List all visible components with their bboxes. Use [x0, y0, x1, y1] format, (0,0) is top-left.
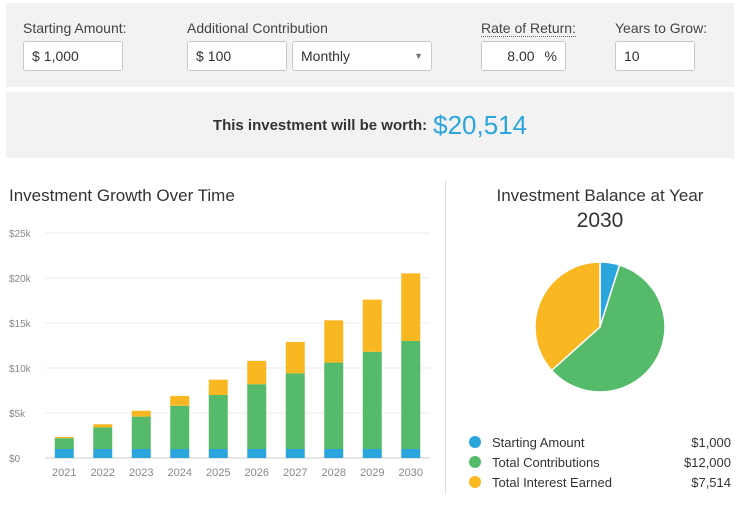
- x-tick-label: 2029: [360, 467, 384, 479]
- bar-segment[interactable]: [131, 416, 151, 449]
- starting-amount-currency: $: [32, 48, 40, 64]
- additional-contribution-label: Additional Contribution: [187, 20, 328, 36]
- bar-segment[interactable]: [93, 449, 113, 458]
- legend-item-total-contributions: Total Contributions $12,000: [469, 452, 731, 472]
- pie-legend: Starting Amount $1,000 Total Contributio…: [469, 432, 731, 492]
- bar-segment[interactable]: [247, 449, 267, 458]
- bar-segment[interactable]: [208, 395, 228, 449]
- bar-segment[interactable]: [362, 351, 382, 449]
- y-tick-label: $0: [9, 454, 21, 465]
- bar-segment[interactable]: [93, 424, 113, 428]
- bar-segment[interactable]: [285, 341, 305, 374]
- pie-chart-year: 2030: [576, 209, 624, 232]
- x-tick-label: 2024: [168, 467, 192, 479]
- bar-segment[interactable]: [170, 395, 190, 406]
- x-tick-label: 2027: [283, 467, 307, 479]
- bar-chart-title: Investment Growth Over Time: [9, 186, 235, 205]
- bar-segment[interactable]: [362, 299, 382, 352]
- bar-segment[interactable]: [362, 449, 382, 458]
- bar-segment[interactable]: [285, 373, 305, 449]
- x-tick-label: 2023: [129, 467, 153, 479]
- legend-value: $1,000: [691, 434, 731, 450]
- bar-segment[interactable]: [170, 405, 190, 449]
- legend-label: Starting Amount: [492, 434, 585, 450]
- bar-chart: $0 $5k $10k $15k $20k $25k 2021 2022 2023 2024 202…: [9, 229, 430, 479]
- bar-segment[interactable]: [324, 362, 344, 449]
- percent-sign: %: [544, 48, 557, 64]
- x-tick-label: 2028: [322, 467, 346, 479]
- legend-dot-icon: [469, 456, 481, 468]
- x-tick-label: 2022: [91, 467, 115, 479]
- bar-segment[interactable]: [208, 449, 228, 458]
- rate-of-return-label[interactable]: Rate of Return:: [481, 20, 576, 37]
- bar-segment[interactable]: [131, 449, 151, 458]
- legend-dot-icon: [469, 476, 481, 488]
- starting-amount-input[interactable]: $ 1,000: [23, 41, 123, 71]
- bar-segment[interactable]: [324, 449, 344, 458]
- bar-segment[interactable]: [93, 427, 113, 449]
- legend-value: $7,514: [691, 474, 731, 490]
- result-label: This investment will be worth:: [212, 116, 428, 134]
- additional-contribution-input[interactable]: $ 100: [187, 41, 287, 71]
- bar-segment[interactable]: [131, 410, 151, 417]
- chevron-down-icon: ▼: [414, 51, 423, 61]
- y-tick-label: $15k: [9, 319, 32, 330]
- result-value: $20,514: [433, 109, 528, 140]
- y-tick-label: $10k: [9, 364, 32, 375]
- y-tick-label: $20k: [9, 274, 32, 285]
- contribution-frequency-value: Monthly: [301, 48, 351, 64]
- years-to-grow-input[interactable]: 10: [615, 41, 695, 71]
- legend-value: $12,000: [684, 454, 731, 470]
- additional-contribution-value: 100: [207, 48, 232, 64]
- x-tick-label: 2021: [52, 467, 76, 479]
- bar-segment[interactable]: [324, 320, 344, 363]
- years-to-grow-label: Years to Grow:: [615, 20, 708, 36]
- section-divider: [445, 181, 446, 494]
- bar-segment[interactable]: [401, 341, 421, 449]
- legend-label: Total Interest Earned: [492, 474, 612, 490]
- rate-of-return-value: 8.00: [507, 48, 535, 64]
- y-tick-label: $5k: [9, 409, 26, 420]
- rate-of-return-input[interactable]: 8.00 %: [481, 41, 566, 71]
- years-to-grow-value: 10: [624, 48, 640, 64]
- pie-chart: [534, 261, 666, 393]
- bar-segment[interactable]: [247, 360, 267, 385]
- bar-segment[interactable]: [208, 379, 228, 395]
- x-tick-label: 2026: [245, 467, 269, 479]
- bar-segment[interactable]: [247, 384, 267, 449]
- result-banner: This investment will be worth: $20,514: [6, 92, 734, 158]
- x-tick-label: 2030: [399, 467, 423, 479]
- legend-label: Total Contributions: [492, 454, 600, 470]
- legend-item-starting-amount: Starting Amount $1,000: [469, 432, 731, 452]
- bar-segment[interactable]: [401, 273, 421, 341]
- starting-amount-value: 1,000: [43, 48, 79, 64]
- bar-segment[interactable]: [170, 449, 190, 458]
- pie-chart-title: Investment Balance at Year: [496, 186, 704, 205]
- bar-segment[interactable]: [54, 449, 74, 458]
- y-tick-label: $25k: [9, 229, 32, 240]
- bar-segment[interactable]: [54, 437, 74, 439]
- bar-segment[interactable]: [401, 449, 421, 458]
- bar-segment[interactable]: [54, 438, 74, 449]
- starting-amount-label: Starting Amount:: [23, 20, 127, 36]
- additional-contribution-currency: $: [196, 48, 204, 64]
- contribution-frequency-select[interactable]: Monthly ▼: [292, 41, 432, 71]
- x-tick-label: 2025: [206, 467, 230, 479]
- pie-slice[interactable]: [534, 261, 601, 372]
- legend-dot-icon: [469, 436, 481, 448]
- pie-slice[interactable]: [550, 264, 666, 393]
- bar-segment[interactable]: [285, 449, 305, 458]
- legend-item-total-interest: Total Interest Earned $7,514: [469, 472, 731, 492]
